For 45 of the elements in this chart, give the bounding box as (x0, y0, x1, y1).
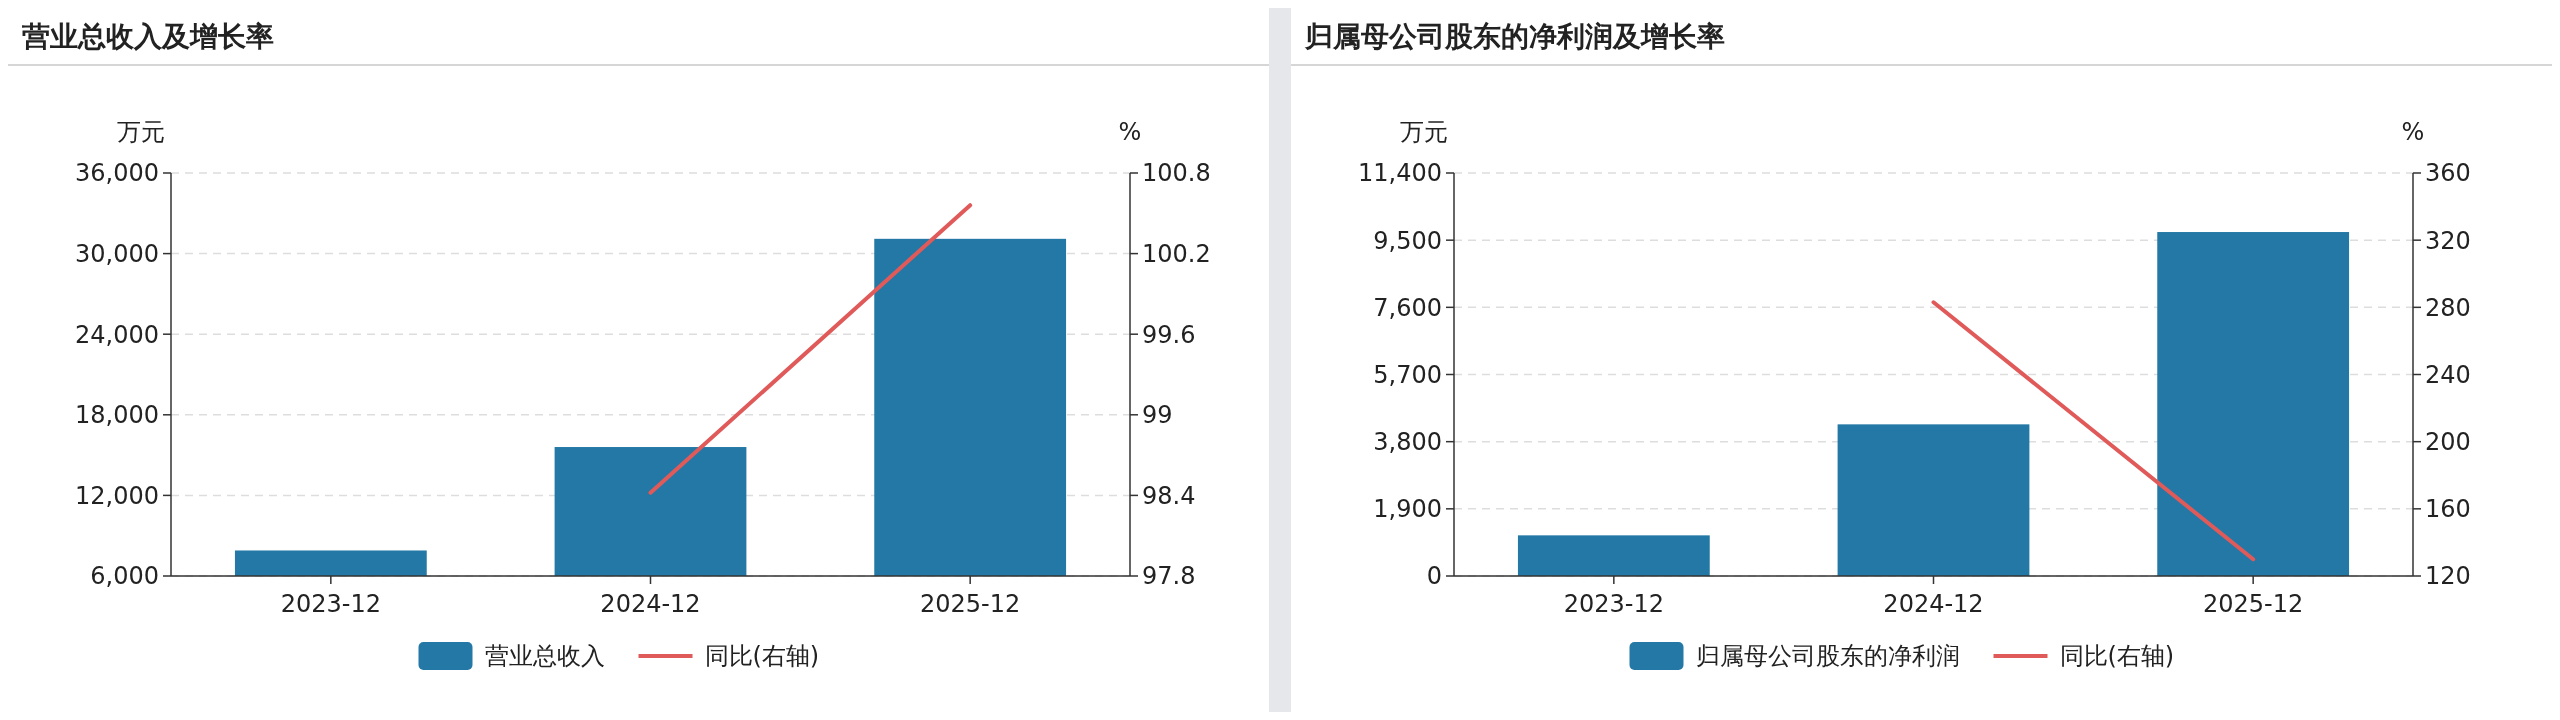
y-tick-label: 18,000 (75, 401, 159, 430)
y-axis-title: 万元 (1400, 118, 1448, 146)
y-tick-label: 1,900 (1373, 495, 1442, 524)
y-tick-label: 24,000 (75, 320, 159, 349)
y-tick-label: 7,600 (1373, 293, 1442, 322)
x-tick-label: 2025-12 (920, 590, 1021, 618)
y-tick-label: 12,000 (75, 481, 159, 510)
bar (2157, 232, 2350, 576)
y2-tick-label: 240 (2425, 360, 2471, 389)
y-tick-label: 6,000 (90, 562, 159, 591)
legend-label: 营业总收入 (484, 642, 605, 671)
y2-tick-label: 99.6 (1142, 320, 1196, 349)
legend-label: 同比(右轴) (2059, 642, 2175, 671)
y-tick-label: 9,500 (1373, 226, 1442, 255)
y-tick-label: 0 (1426, 562, 1442, 591)
bar (1517, 535, 1710, 576)
y2-tick-label: 120 (2425, 562, 2471, 591)
x-tick-label: 2023-12 (280, 590, 381, 618)
x-tick-label: 2023-12 (1563, 590, 1664, 618)
y2-tick-label: 100.8 (1142, 159, 1211, 188)
x-tick-label: 2024-12 (1883, 590, 1984, 618)
legend-label: 同比(右轴) (704, 642, 820, 671)
y2-tick-label: 200 (2425, 428, 2471, 457)
y2-tick-label: 98.4 (1142, 481, 1196, 510)
y2-axis-title: % (1118, 118, 1142, 146)
y2-tick-label: 160 (2425, 495, 2471, 524)
y2-tick-label: 100.2 (1142, 240, 1211, 268)
y-axis-title: 万元 (117, 118, 165, 146)
y2-tick-label: 99 (1142, 401, 1173, 430)
bar (1837, 424, 2030, 576)
chart-title: 归属母公司股东的净利润及增长率 (1304, 20, 1725, 53)
legend-label: 归属母公司股东的净利润 (1695, 642, 1960, 671)
y-tick-label: 11,400 (1358, 159, 1442, 188)
y-tick-label: 5,700 (1373, 360, 1442, 389)
y2-axis-title: % (2401, 118, 2425, 146)
y-tick-label: 30,000 (75, 240, 159, 268)
y-tick-label: 3,800 (1373, 428, 1442, 457)
chart-title: 营业总收入及增长率 (21, 20, 274, 53)
y-tick-label: 36,000 (75, 159, 159, 188)
y2-tick-label: 360 (2425, 159, 2471, 188)
x-tick-label: 2025-12 (2203, 590, 2304, 618)
y2-tick-label: 280 (2425, 293, 2471, 322)
y2-tick-label: 97.8 (1142, 562, 1196, 591)
x-tick-label: 2024-12 (600, 590, 701, 618)
y2-tick-label: 320 (2425, 226, 2471, 255)
